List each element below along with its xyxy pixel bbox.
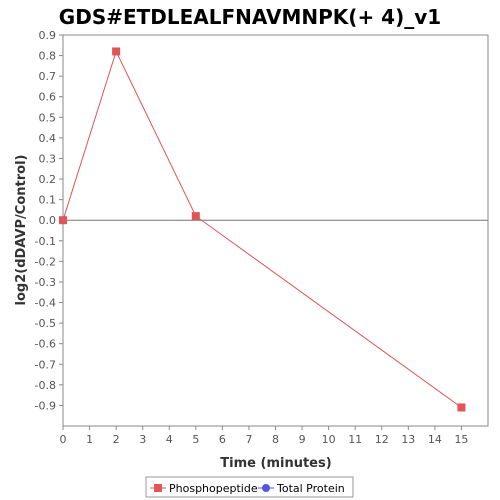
x-tick-label: 7 — [245, 433, 252, 446]
x-tick-label: 0 — [60, 433, 67, 446]
x-tick-label: 5 — [192, 433, 199, 446]
legend-label: Phosphopeptide — [169, 482, 258, 495]
y-tick-label: 0.4 — [39, 132, 57, 145]
data-point — [191, 212, 200, 221]
x-tick-label: 13 — [401, 433, 415, 446]
x-tick-label: 11 — [348, 433, 362, 446]
y-tick-label: 0.1 — [39, 194, 57, 207]
y-axis: 0.9 0.8 0.7 0.6 0.5 0.4 0.3 0.2 0.1 0.0 -0.1 -0.2 -0… — [35, 29, 63, 412]
chart-title: GDS#ETDLEALFNAVMNPK(+ 4)_v1 — [59, 5, 441, 29]
y-tick-label: -0.5 — [35, 317, 56, 330]
y-tick-label: -0.9 — [35, 399, 56, 412]
y-tick-label: 0.6 — [39, 91, 57, 104]
y-tick-label: -0.6 — [35, 338, 56, 351]
data-point — [59, 216, 67, 225]
x-tick-label: 1 — [86, 433, 93, 446]
legend-marker — [154, 484, 162, 492]
x-tick-label: 9 — [299, 433, 306, 446]
plot-area — [62, 34, 489, 427]
legend: Phosphopeptide Total Protein — [145, 476, 354, 498]
x-tick-label: 6 — [219, 433, 226, 446]
y-tick-label: 0.8 — [39, 50, 57, 63]
legend-item: Phosphopeptide — [150, 482, 258, 495]
data-point — [112, 47, 121, 56]
y-tick-label: -0.8 — [35, 379, 56, 392]
x-axis: 0 1 2 3 4 5 6 7 8 9 10 11 12 13 14 15 — [60, 426, 468, 446]
x-tick-label: 14 — [428, 433, 442, 446]
x-tick-label: 15 — [454, 433, 468, 446]
legend-box — [145, 476, 354, 498]
x-axis-title: Time (minutes) — [220, 456, 331, 471]
y-tick-label: 0.0 — [39, 214, 57, 227]
y-tick-label: 0.7 — [39, 70, 57, 83]
y-tick-label: -0.4 — [35, 297, 56, 310]
y-axis-title: log2(dDAVP/Control) — [14, 155, 29, 306]
x-tick-label: 3 — [139, 433, 146, 446]
data-point — [457, 403, 466, 412]
y-tick-label: 0.3 — [39, 152, 57, 165]
legend-marker — [262, 484, 270, 492]
x-tick-label: 4 — [166, 433, 173, 446]
series-line — [62, 50, 462, 408]
y-tick-label: -0.7 — [35, 358, 56, 371]
x-tick-label: 10 — [322, 433, 336, 446]
x-tick-label: 2 — [113, 433, 120, 446]
y-tick-label: 0.9 — [39, 29, 57, 42]
y-tick-label: 0.2 — [39, 173, 57, 186]
legend-item: Total Protein — [258, 482, 345, 495]
x-tick-label: 12 — [375, 433, 389, 446]
y-tick-label: -0.2 — [35, 255, 56, 268]
x-tick-label: 8 — [272, 433, 279, 446]
y-tick-label: -0.3 — [35, 276, 56, 289]
y-tick-label: 0.5 — [39, 111, 57, 124]
legend-label: Total Protein — [276, 482, 345, 495]
y-tick-label: -0.1 — [35, 235, 56, 248]
series-layer — [59, 47, 466, 412]
